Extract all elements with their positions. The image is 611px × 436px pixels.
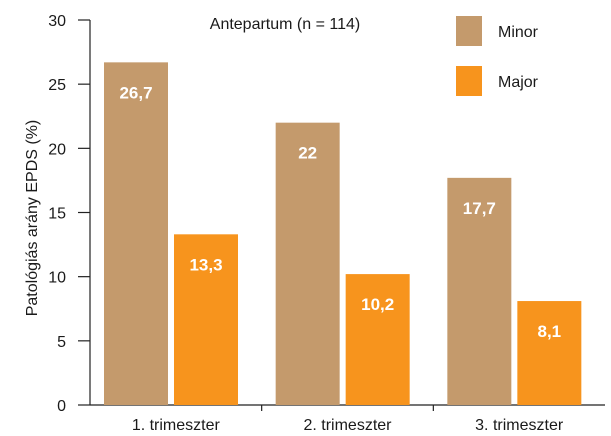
chart-title: Antepartum (n = 114) (210, 16, 360, 33)
data-labels: 26,7 22 17,7 13,3 10,2 8,1 (119, 83, 561, 341)
x-tick-label: 1. trimeszter (132, 417, 221, 434)
bar-major (517, 301, 582, 405)
y-tick-label: 20 (48, 141, 66, 158)
bars (104, 62, 582, 406)
data-label: 10,2 (361, 295, 394, 314)
data-label: 13,3 (189, 255, 222, 274)
y-axis-title: Patológiás arány EPDS (%) (24, 120, 41, 317)
y-tick-label: 0 (57, 398, 66, 415)
y-tick-label: 30 (48, 13, 66, 30)
x-tick-label: 3. trimeszter (475, 417, 564, 434)
bar-minor (275, 122, 340, 406)
axes: 0 5 10 15 20 25 30 1. trimeszter 2. trimeszter 3.… (48, 13, 605, 434)
y-tick-label: 25 (48, 77, 66, 94)
x-tick-label: 2. trimeszter (303, 417, 392, 434)
legend-swatch-minor (456, 16, 482, 46)
y-tick-label: 10 (48, 270, 66, 287)
legend-label: Minor (498, 24, 539, 41)
bar-major (345, 274, 410, 405)
bar-minor (104, 62, 168, 405)
data-label: 22 (298, 144, 317, 163)
y-tick-label: 15 (48, 206, 66, 223)
data-label: 26,7 (119, 83, 152, 102)
data-label: 17,7 (463, 199, 496, 218)
bar-minor (447, 177, 512, 405)
data-label: 8,1 (538, 322, 562, 341)
legend-swatch-major (456, 66, 482, 96)
legend: Minor Major (456, 16, 539, 96)
legend-label: Major (498, 74, 539, 91)
y-tick-label: 5 (57, 334, 66, 351)
bar-major (174, 234, 238, 405)
